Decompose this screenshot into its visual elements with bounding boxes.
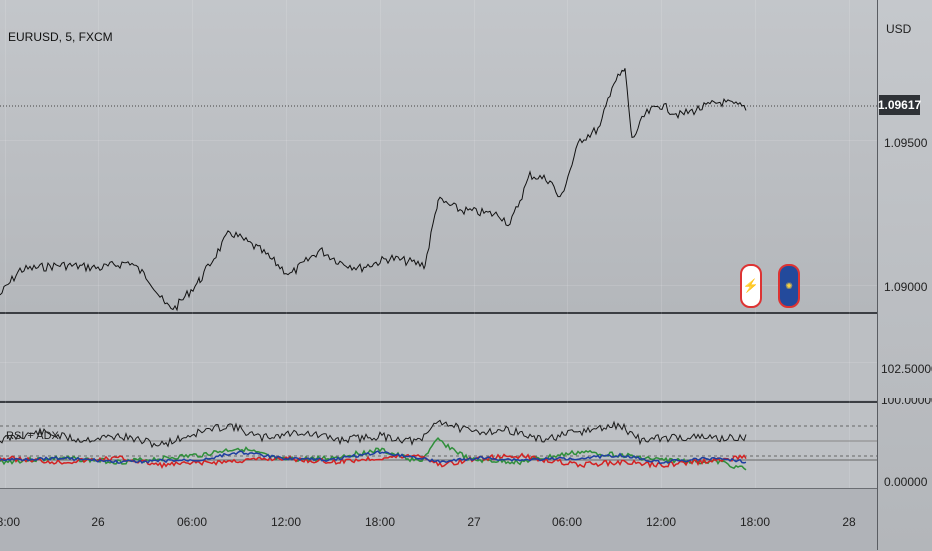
di-minus-series (0, 452, 747, 470)
price-tick: 1.09500 (884, 136, 928, 150)
time-tick: 12:00 (645, 515, 677, 529)
grid-line (5, 0, 6, 488)
indicator-tick: 100.00000 (881, 398, 932, 407)
time-tick: 18:00 (364, 515, 396, 529)
grid-line (192, 0, 193, 488)
grid-line (474, 0, 475, 488)
grid-line (567, 0, 568, 488)
time-tick: 18:00 (739, 515, 771, 529)
symbol-title[interactable]: EURUSD, 5, FXCM (8, 30, 113, 44)
time-tick: 27 (467, 515, 481, 529)
time-axis[interactable]: 18:00 26 06:00 12:00 18:00 27 06:00 12:0… (0, 488, 877, 551)
lightning-bolt-icon[interactable]: ⚡ (740, 264, 762, 308)
grid-line (98, 0, 99, 488)
indicator-tick: 0.00000 (884, 475, 928, 489)
pane-divider[interactable] (0, 312, 932, 314)
grid-line (661, 0, 662, 488)
indicator-label[interactable]: RSI + ADX (6, 430, 59, 442)
time-tick: 28 (842, 515, 856, 529)
rsi-series (0, 419, 747, 449)
volume-pane[interactable] (0, 314, 877, 400)
time-tick: 12:00 (270, 515, 302, 529)
grid-line (286, 0, 287, 488)
adx-series (0, 450, 747, 465)
indicator-pane[interactable] (0, 403, 877, 488)
di-plus-series (0, 436, 747, 471)
time-tick: 06:00 (551, 515, 583, 529)
current-price-tag: 1.09617 (878, 95, 921, 115)
grid-line (0, 362, 877, 363)
time-tick: 26 (91, 515, 105, 529)
grid-line (849, 0, 850, 488)
time-tick: 06:00 (176, 515, 208, 529)
price-series (0, 68, 747, 312)
grid-line (0, 285, 877, 286)
chart-canvas[interactable] (0, 0, 877, 488)
price-tick: 1.09000 (884, 280, 928, 294)
grid-line (380, 0, 381, 488)
eu-flag-icon[interactable]: ✺ (778, 264, 800, 308)
grid-line (0, 140, 877, 141)
price-axis[interactable] (877, 0, 932, 550)
currency-label: USD (886, 22, 912, 36)
time-tick: 18:00 (0, 515, 21, 529)
mid-pane-tick: 102.50000 (881, 362, 932, 376)
price-pane[interactable] (0, 0, 877, 312)
grid-line (755, 0, 756, 488)
pane-divider[interactable] (0, 401, 932, 403)
